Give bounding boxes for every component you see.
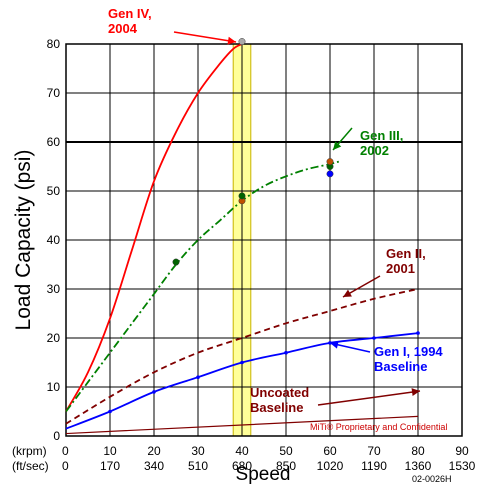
x-tick-label-krpm: 50 [279,444,293,458]
y-tick-label: 80 [47,37,61,51]
measured-data-point [238,192,246,200]
annotation-arrow [317,390,421,406]
x-tick-label-krpm: 20 [147,444,161,458]
annotation-label: Gen II, 2001 [386,246,426,276]
y-tick-label: 70 [47,86,61,100]
x-tick-label-ftsec: 1020 [317,459,344,473]
annotation-label: Gen I, 1994 Baseline [374,344,443,374]
x-tick-label-ftsec: 170 [100,459,120,473]
series-marker-gen-i-1994-baseline [152,390,156,394]
y-tick-label: 20 [47,331,61,345]
x-tick-label-ftsec: 510 [188,459,208,473]
annotation-label-line: 2001 [386,261,415,276]
annotation-label-line: Gen I, 1994 [374,344,443,359]
y-tick-label: 40 [47,233,61,247]
plot-frame [65,43,463,437]
annotation-label-line: Baseline [250,400,303,415]
x-tick-label-ftsec: 340 [144,459,164,473]
x-tick-label-ftsec: 850 [276,459,296,473]
x-tick-label-krpm: 0 [62,444,69,458]
x-tick-label-krpm: 80 [411,444,425,458]
measured-data-point [326,170,334,178]
x-tick-label-ftsec: 680 [232,459,252,473]
annotation-label: Uncoated Baseline [250,385,309,415]
y-tick-label: 60 [47,135,61,149]
annotation-label-line: Gen III, [360,128,403,143]
series-marker-gen-i-1994-baseline [372,336,376,340]
series-line-uncoated-baseline [65,415,419,435]
annotation-arrowhead [411,388,420,397]
measured-data-point [326,158,334,166]
x-tick-label-ftsec: 1190 [361,459,387,473]
x-unit-krpm: (krpm) [12,444,47,458]
annotation-arrowhead [330,340,339,349]
x-tick-label-krpm: 40 [235,444,249,458]
annotation-label-line: Gen IV, [108,6,152,21]
y-tick-label: 50 [47,184,61,198]
measured-data-point [238,38,246,45]
series-marker-gen-i-1994-baseline [108,409,112,414]
y-tick-label: 30 [47,282,61,296]
annotation-label-line: 2002 [360,143,389,158]
x-tick-label-ftsec: 0 [62,459,69,473]
series-marker-gen-i-1994-baseline [284,350,288,355]
annotation-label-line: Uncoated [250,385,309,400]
y-tick-label: 10 [47,380,61,394]
annotation-label: Gen IV, 2004 [108,6,152,36]
series-line-gen-iv-2004 [65,43,243,412]
y-axis-label: Load Capacity (psi) [12,150,35,331]
annotation-label: Gen III, 2002 [360,128,403,158]
annotation-arrowhead [227,36,236,45]
figure-id: 02-0026H [412,474,452,484]
measured-data-point [172,258,180,266]
series-line-gen-ii-2001 [65,288,419,425]
annotation-label-line: 2004 [108,21,138,36]
x-unit-ftsec: (ft/sec) [12,459,49,473]
annotation-arrow [173,31,237,43]
x-tick-label-ftsec: 1530 [449,459,476,473]
x-axis-label: Speed [236,464,291,485]
annotation-label-line: Gen II, [386,246,426,261]
series-marker-gen-i-1994-baseline [196,375,200,380]
annotation-arrowhead [343,289,352,297]
x-tick-label-krpm: 30 [191,444,205,458]
series-marker-gen-i-1994-baseline [416,331,420,335]
x-tick-label-krpm: 90 [455,444,469,458]
proprietary-note: MiTi® Proprietary and Confidential [310,422,447,432]
x-tick-label-krpm: 60 [323,444,337,458]
series-marker-gen-i-1994-baseline [240,360,244,365]
x-tick-label-ftsec: 1360 [405,459,432,473]
series-line-gen-iii-2002 [65,160,340,413]
annotation-label-line: Baseline [374,359,427,374]
y-tick-label: 0 [53,429,60,443]
x-tick-label-krpm: 10 [103,444,117,458]
annotation-arrowhead [333,141,342,150]
x-tick-label-krpm: 70 [367,444,381,458]
